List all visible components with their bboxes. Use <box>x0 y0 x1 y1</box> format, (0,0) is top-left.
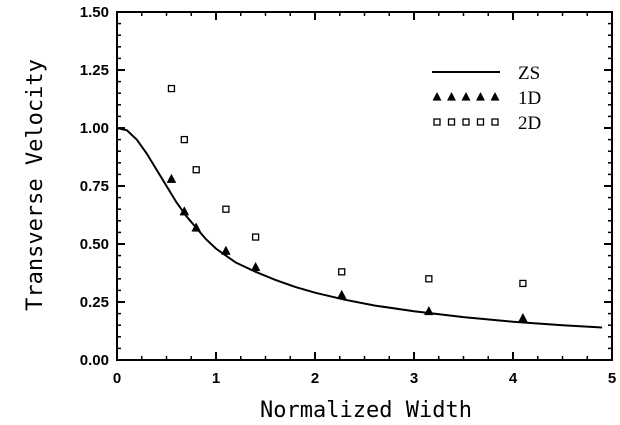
legend: ZS 1D 2D <box>432 63 541 134</box>
legend-marker-2d <box>491 118 499 126</box>
point-2d <box>251 233 260 241</box>
legend-label-2d: 2D <box>518 113 541 134</box>
y-tick-label: 0.25 <box>80 294 109 311</box>
x-tick-label: 3 <box>410 370 418 387</box>
x-axis-title: Normalized Width <box>260 398 472 423</box>
point-2d <box>180 135 188 144</box>
x-tick-label: 0 <box>113 370 121 387</box>
point-1d <box>518 312 528 323</box>
legend-marker-2d <box>447 118 456 126</box>
point-1d <box>424 305 434 316</box>
point-2d <box>222 205 230 213</box>
series-line-zs <box>116 127 603 329</box>
legend-marker-2d <box>462 118 470 126</box>
y-tick-label: 1.25 <box>80 62 109 79</box>
x-tick-label: 1 <box>212 370 220 387</box>
y-tick-label: 0.00 <box>80 352 109 369</box>
legend-marker-1d <box>490 91 500 101</box>
legend-marker-1d <box>446 91 457 101</box>
y-axis-title: Transverse Velocity <box>23 59 48 311</box>
x-tick-label: 2 <box>311 370 319 387</box>
legend-marker-2d <box>433 118 441 126</box>
y-tick-label: 1.50 <box>80 4 109 21</box>
point-2d <box>425 275 433 283</box>
legend-label-zs: ZS <box>518 63 540 84</box>
point-2d <box>519 279 527 288</box>
y-tick-label: 0.75 <box>80 178 109 195</box>
legend-marker-1d <box>475 91 486 101</box>
point-1d <box>250 261 261 272</box>
point-2d <box>192 166 200 174</box>
y-tick-label: 1.00 <box>80 120 109 137</box>
y-tick-label: 0.50 <box>80 236 109 253</box>
legend-label-1d: 1D <box>518 88 541 109</box>
x-tick-label: 5 <box>608 370 616 387</box>
legend-marker-1d <box>461 91 471 101</box>
point-1d <box>191 222 202 232</box>
point-1d <box>166 173 177 183</box>
plot-area <box>116 84 603 329</box>
point-2d <box>338 268 346 276</box>
legend-marker-1d <box>432 91 442 101</box>
point-1d <box>336 289 347 299</box>
point-1d <box>179 206 190 216</box>
point-2d <box>167 84 176 93</box>
tick-labels: 0 1 2 3 4 5 0.00 0.25 0.50 0.75 1.00 1.25 1.50 <box>80 4 616 387</box>
x-tick-label: 4 <box>509 370 518 387</box>
legend-marker-2d <box>476 118 485 126</box>
point-1d <box>221 245 231 255</box>
